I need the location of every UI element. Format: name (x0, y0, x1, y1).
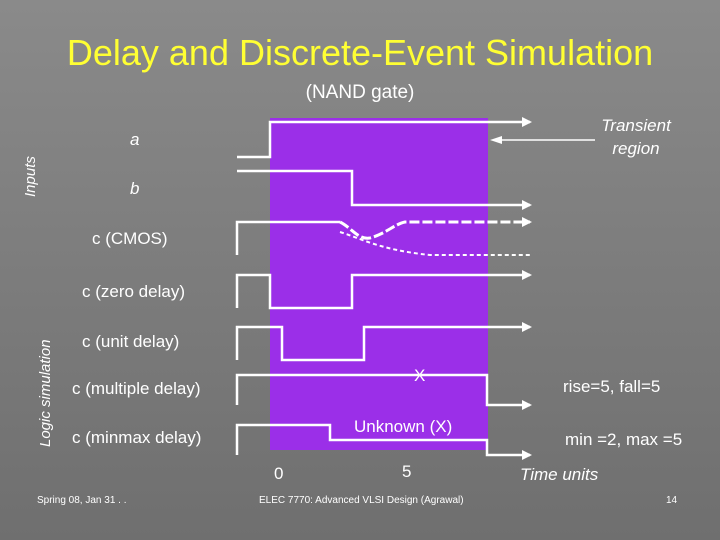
arrowhead-c-zero (522, 270, 532, 280)
footer-course: ELEC 7770: Advanced VLSI Design (Agrawal… (259, 495, 464, 506)
transient-region (270, 118, 488, 450)
arrowhead-c-unit (522, 322, 532, 332)
arrowhead-c-minmax (522, 450, 532, 460)
time-tick-0: 0 (274, 464, 284, 483)
signal-label-c-multiple: c (multiple delay) (72, 379, 201, 398)
footer-date: Spring 08, Jan 31 . . (37, 495, 127, 506)
logic-simulation-axis-label: Logic simulation (37, 339, 54, 447)
slide-title: Delay and Discrete-Event Simulation (66, 32, 654, 73)
transient-label-line2: region (612, 139, 660, 158)
waveform-c-zero (235, 273, 530, 310)
slide-subtitle: (NAND gate) (305, 82, 415, 103)
signal-label-c-zero: c (zero delay) (82, 282, 185, 301)
waveform-c-minmax (235, 423, 530, 457)
waveform-c-multiple (235, 373, 530, 407)
signal-label-b: b (130, 179, 140, 198)
waveform-a (237, 120, 530, 159)
waveform-c-cmos-transition (339, 220, 530, 240)
arrowhead-c-cmos (522, 217, 532, 227)
transient-label-line1: Transient (601, 116, 671, 135)
min-max-label: min =2, max =5 (565, 430, 683, 449)
waveform-b (237, 169, 530, 207)
waveform-c-cmos (235, 220, 340, 255)
signal-label-a: a (130, 130, 140, 149)
arrowhead-c-multiple (522, 400, 532, 410)
rise-fall-label: rise=5, fall=5 (563, 377, 661, 396)
transient-pointer-arrowhead (490, 136, 502, 144)
waveform-c-unit (235, 325, 530, 362)
time-units-label: Time units (520, 465, 599, 484)
waveform-c-cmos-fall (339, 231, 530, 256)
signal-label-c-minmax: c (minmax delay) (72, 428, 202, 447)
unknown-label: Unknown (X) (354, 417, 453, 436)
arrowhead-a (522, 117, 532, 127)
time-tick-5: 5 (402, 462, 412, 481)
signal-label-c-cmos: c (CMOS) (92, 229, 168, 248)
x-label: X (414, 366, 426, 385)
page-number: 14 (666, 495, 678, 506)
inputs-axis-label: Inputs (22, 156, 39, 197)
arrowhead-b (522, 200, 532, 210)
signal-label-c-unit: c (unit delay) (82, 332, 180, 351)
